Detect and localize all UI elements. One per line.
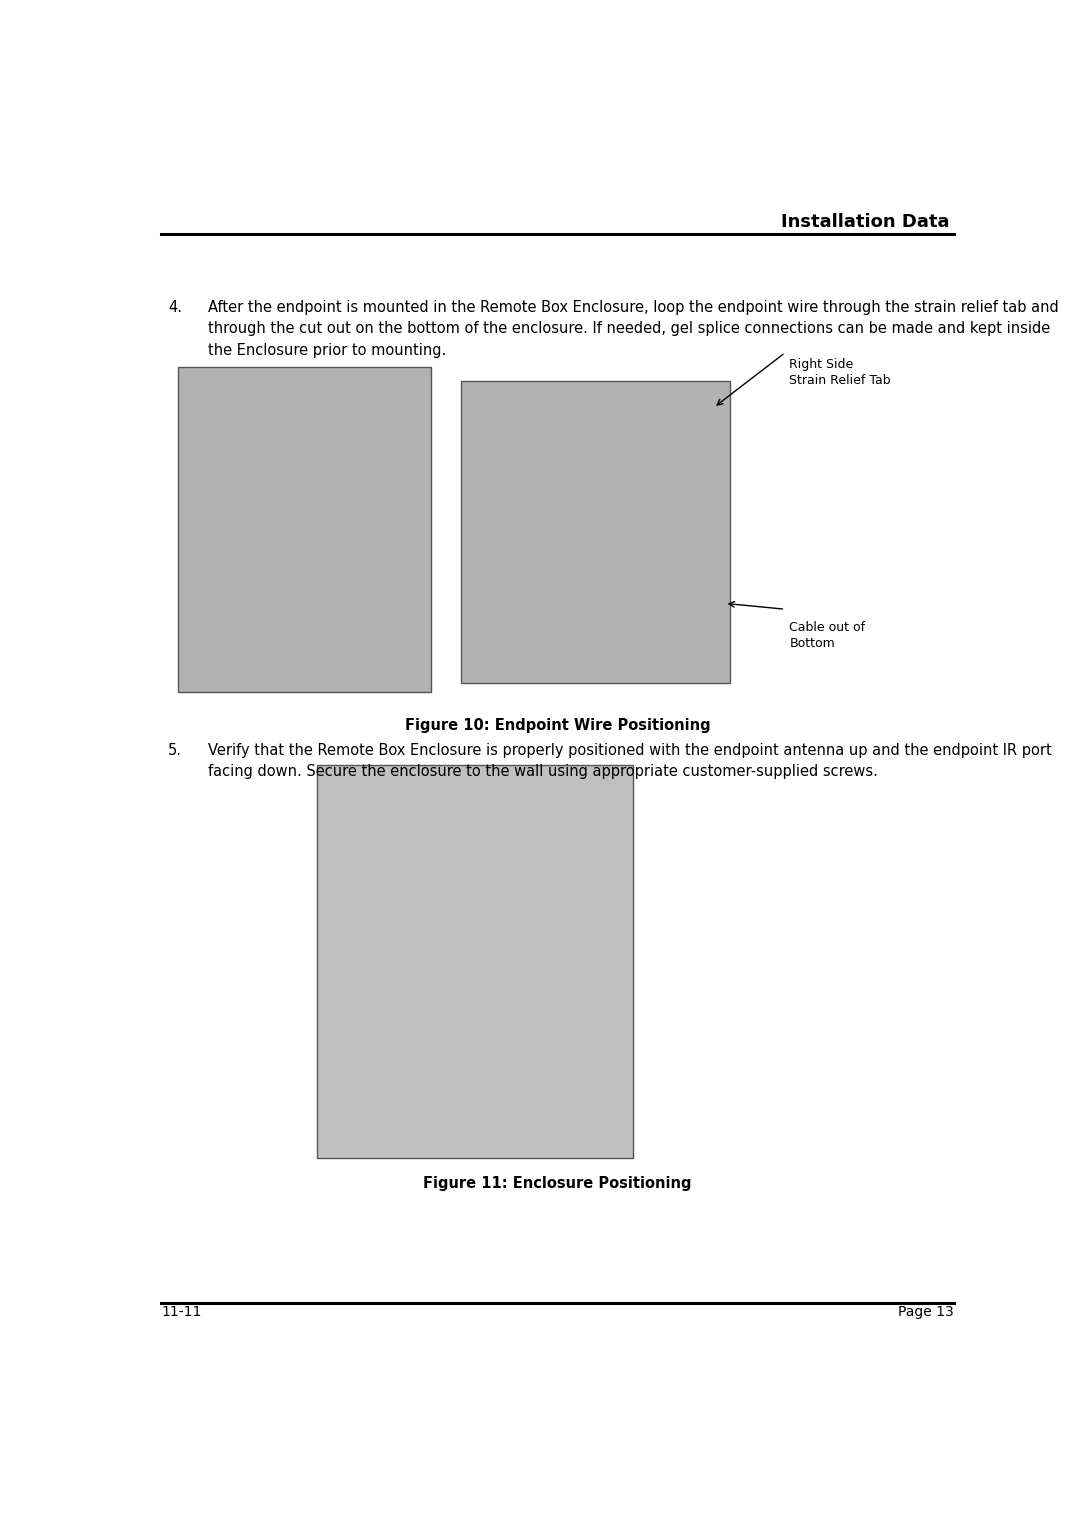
Text: After the endpoint is mounted in the Remote Box Enclosure, loop the endpoint wir: After the endpoint is mounted in the Rem…: [208, 300, 1059, 358]
Text: 4.: 4.: [168, 300, 182, 315]
Text: Figure 10: Endpoint Wire Positioning: Figure 10: Endpoint Wire Positioning: [405, 718, 710, 734]
Text: 11-11: 11-11: [161, 1306, 201, 1320]
Bar: [318, 766, 633, 1158]
Bar: [460, 380, 730, 683]
Bar: [178, 367, 431, 693]
Text: Figure 11: Enclosure Positioning: Figure 11: Enclosure Positioning: [423, 1177, 692, 1192]
Text: Right Side
Strain Relief Tab: Right Side Strain Relief Tab: [790, 359, 891, 388]
Text: Verify that the Remote Box Enclosure is properly positioned with the endpoint an: Verify that the Remote Box Enclosure is …: [208, 743, 1051, 779]
Text: Installation Data: Installation Data: [781, 213, 950, 231]
Text: 5.: 5.: [168, 743, 182, 758]
Text: Cable out of
Bottom: Cable out of Bottom: [790, 621, 866, 650]
Text: Page 13: Page 13: [899, 1306, 954, 1320]
